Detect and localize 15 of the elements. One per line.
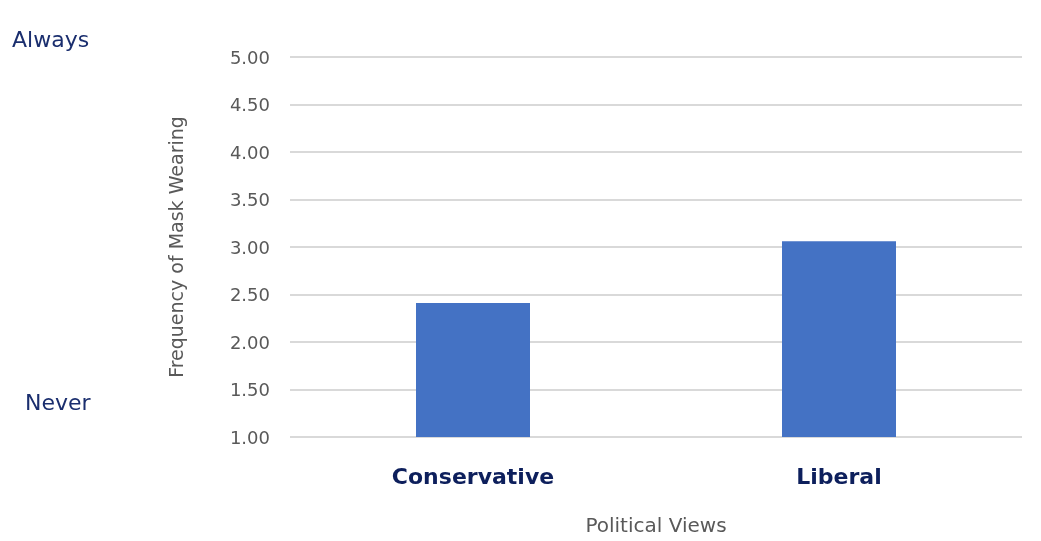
y-tick-label: 3.50 [229, 189, 270, 210]
text: Never [25, 389, 92, 415]
x-tick-label: Conservative [391, 463, 555, 489]
y-tick-label: 2.50 [229, 284, 270, 305]
y-tick-label: 2.00 [229, 331, 270, 353]
x-axis-title: Political Views [585, 513, 727, 537]
y-tick-label: 4.00 [229, 141, 270, 163]
y-tick-label: 1.00 [229, 426, 270, 448]
text: Always [12, 26, 90, 52]
y-tick-label: 4.50 [229, 94, 270, 115]
x-tick-label: Liberal [796, 463, 882, 489]
y-tick-label: 5.00 [229, 46, 270, 68]
y-tick-label: 3.00 [229, 236, 270, 258]
y-tick-label: 1.50 [229, 379, 270, 400]
y-axis-title: Frequency of Mask Wearing [164, 116, 187, 378]
